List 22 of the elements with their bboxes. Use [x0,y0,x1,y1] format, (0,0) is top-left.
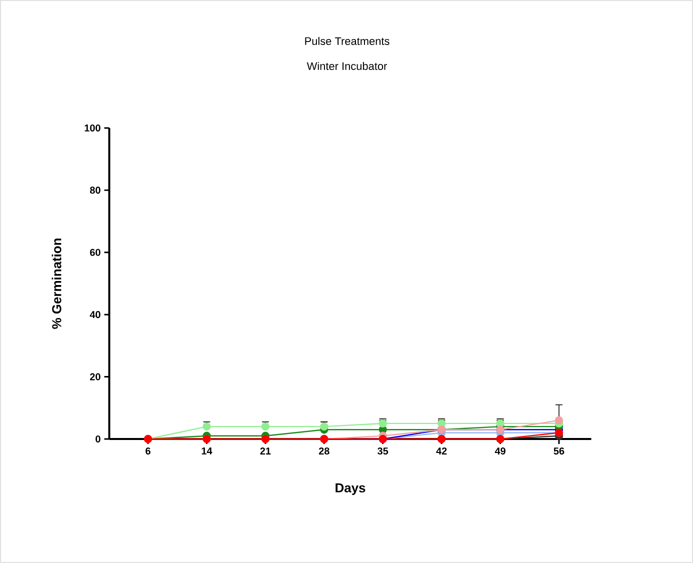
point [554,416,564,424]
chart-title: Pulse Treatments [305,36,390,46]
x-tick-label: 56 [554,447,564,455]
x-tick-label: 21 [260,447,271,454]
x-tick-label: 6 [146,447,150,455]
y-tick-label: 20 [90,373,100,380]
y-axis-title: % Germination [52,238,62,329]
x-tick-label: 28 [318,447,330,455]
point [202,422,211,431]
x-axis-title: Days [336,483,366,495]
y-tick-label: 80 [90,186,100,194]
x-tick-label: 14 [202,447,212,454]
point [261,422,270,431]
y-tick-label: 100 [84,124,100,132]
x-tick-label: 35 [378,447,388,455]
y-tick-label: 60 [90,248,100,256]
x-tick-label: 49 [494,447,506,455]
point [378,419,387,428]
x-tick-label: 42 [436,447,447,454]
y-tick-label: 0 [96,435,100,443]
y-tick-label: 40 [90,311,100,318]
chart-subtitle: Winter Incubator [306,62,388,70]
